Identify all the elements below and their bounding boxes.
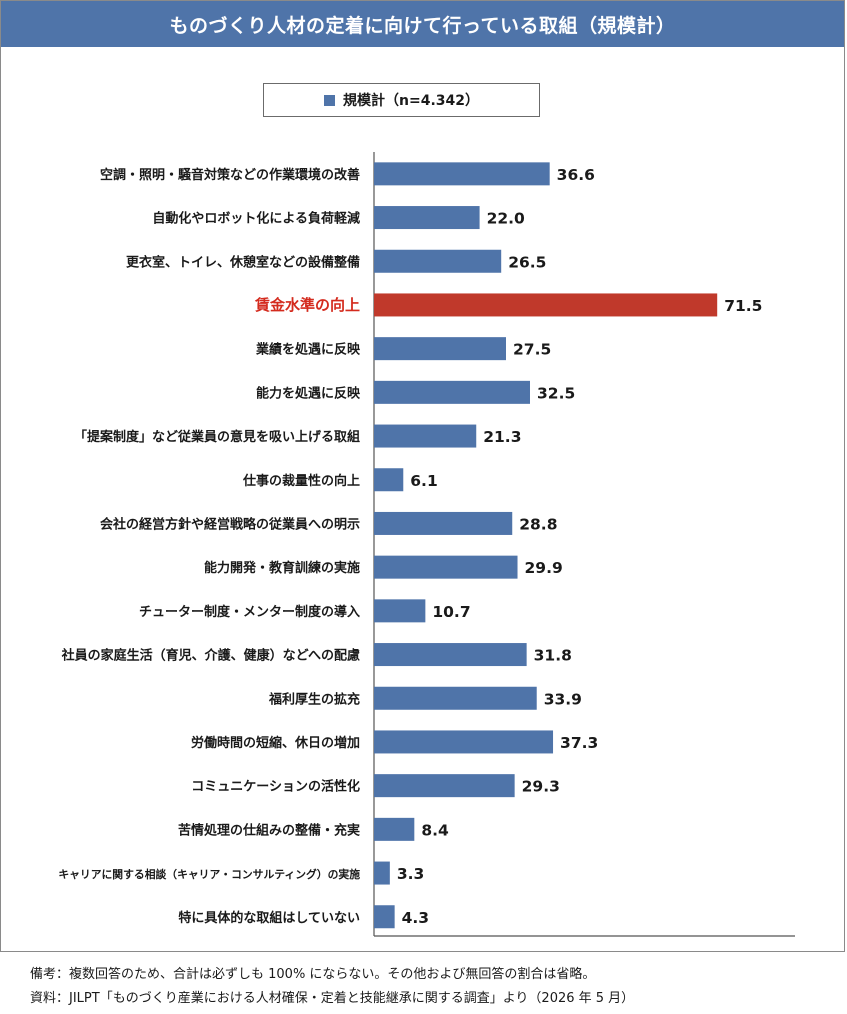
bar — [374, 599, 426, 623]
value-label: 10.7 — [432, 603, 470, 621]
value-label: 36.6 — [557, 166, 595, 184]
bar — [374, 774, 515, 798]
value-label: 29.9 — [525, 559, 563, 577]
category-label: 仕事の裁量性の向上 — [242, 473, 360, 489]
category-label: 更衣室、トイレ、休憩室などの設備整備 — [126, 254, 360, 270]
category-label: 「提案制度」など従業員の意見を吸い上げる取組 — [74, 429, 360, 445]
bar — [374, 511, 513, 535]
bar-highlight — [374, 293, 718, 317]
bar — [374, 337, 506, 361]
category-label: チューター制度・メンター制度の導入 — [139, 604, 360, 620]
legend-label: 規模計（n=4.342） — [343, 93, 479, 109]
category-label: 自動化やロボット化による負荷軽減 — [152, 211, 360, 227]
bar — [374, 730, 554, 754]
legend: 規模計（n=4.342） — [263, 83, 540, 117]
bar — [374, 686, 537, 710]
category-label: コミュニケーションの活性化 — [191, 779, 360, 795]
value-label: 71.5 — [724, 297, 762, 315]
value-label: 29.3 — [522, 778, 560, 796]
bar — [374, 468, 404, 492]
bar — [374, 249, 502, 273]
category-label: 特に具体的な取組はしていない — [178, 910, 360, 926]
value-label: 37.3 — [560, 734, 598, 752]
bar — [374, 206, 480, 230]
value-label: 3.3 — [397, 865, 424, 883]
value-label: 6.1 — [410, 472, 437, 490]
value-label: 21.3 — [483, 428, 521, 446]
bar — [374, 380, 530, 404]
bar-chart: 空調・照明・騒音対策などの作業環境の改善 36.6 自動化やロボット化による負荷軽減… — [58, 152, 795, 937]
bar — [374, 643, 527, 667]
category-label: 苦情処理の仕組みの整備・充実 — [178, 822, 360, 838]
category-label: 能力を処遇に反映 — [256, 385, 361, 401]
value-label: 26.5 — [508, 253, 546, 271]
category-label: 会社の経営方針や経営戦略の従業員への明示 — [100, 516, 360, 532]
category-label: 労働時間の短縮、休日の増加 — [191, 735, 360, 751]
category-label: 賃金水準の向上 — [254, 296, 360, 314]
value-label: 33.9 — [544, 690, 582, 708]
legend-swatch — [324, 94, 335, 106]
bar — [374, 817, 415, 841]
category-label: 空調・照明・騒音対策などの作業環境の改善 — [100, 167, 360, 183]
footnotes: 備考：複数回答のため、合計は必ずしも 100% にならない。その他および無回答の… — [30, 963, 634, 1011]
chart-title: ものづくり人材の定着に向けて行っている取組（規模計） — [1, 1, 844, 47]
bar — [374, 555, 518, 579]
value-label: 4.3 — [402, 909, 429, 927]
bar — [374, 162, 550, 186]
bar — [374, 905, 395, 929]
category-label: 福利厚生の拡充 — [268, 691, 360, 707]
category-label: 能力開発・教育訓練の実施 — [204, 560, 360, 576]
category-label: 社員の家庭生活（育児、介護、健康）などへの配慮 — [61, 648, 360, 664]
value-label: 8.4 — [421, 821, 449, 839]
category-label: キャリアに関する相談（キャリア・コンサルティング）の実施 — [58, 867, 360, 881]
source-text: 資料：JILPT「ものづくり産業における人材確保・定着と技能継承に関する調査」よ… — [30, 991, 635, 1006]
value-label: 28.8 — [519, 515, 557, 533]
bar — [374, 424, 477, 448]
value-label: 22.0 — [487, 210, 525, 228]
category-label: 業績を処遇に反映 — [255, 342, 361, 358]
value-label: 31.8 — [534, 647, 572, 665]
value-label: 32.5 — [537, 384, 575, 402]
value-label: 27.5 — [513, 341, 551, 359]
note-text: 備考：複数回答のため、合計は必ずしも 100% にならない。その他および無回答の… — [30, 967, 596, 982]
bar — [374, 861, 390, 885]
